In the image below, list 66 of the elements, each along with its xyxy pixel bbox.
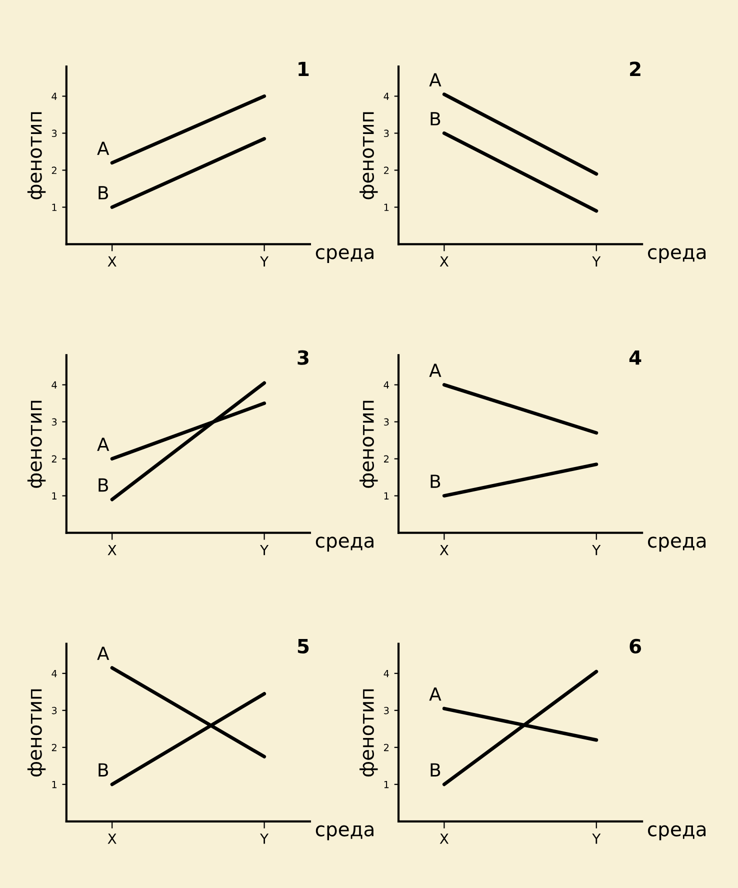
y-tick-label: 1 <box>52 204 56 211</box>
y-tick-label: 2 <box>384 455 389 462</box>
x-tick-label: X <box>108 256 116 267</box>
series-label: B <box>430 112 440 126</box>
y-tick-label: 4 <box>52 670 57 678</box>
x-tick-label: X <box>440 545 449 556</box>
y-tick-label: 2 <box>52 744 56 752</box>
chart-title: 1 <box>298 62 309 76</box>
y-tick-label: 3 <box>52 418 57 426</box>
x-tick-label: Y <box>260 256 269 267</box>
y-tick-label: 1 <box>52 492 56 500</box>
series-label: B <box>430 474 440 488</box>
y-tick-label: 4 <box>52 381 57 388</box>
y-tick-label: 2 <box>52 455 56 462</box>
y-axis-title: фенотип <box>27 112 46 200</box>
x-tick-label: X <box>440 256 449 267</box>
y-tick-label: 4 <box>384 670 389 678</box>
series-label: B <box>430 763 440 776</box>
x-tick-label: X <box>108 834 116 844</box>
chart-title: 3 <box>298 350 308 365</box>
x-axis-title: среда <box>648 825 706 840</box>
series-label: A <box>97 646 110 660</box>
series-label: B <box>98 186 108 200</box>
chart-title: 4 <box>629 350 642 365</box>
x-tick-label: Y <box>260 834 269 844</box>
y-axis-title: фенотип <box>27 689 46 776</box>
y-tick-label: 3 <box>384 130 389 138</box>
series-label: A <box>97 142 110 155</box>
y-axis-title: фенотип <box>360 112 378 200</box>
x-tick-label: Y <box>592 834 601 844</box>
y-tick-label: 2 <box>384 166 389 174</box>
x-axis-title: среда <box>316 825 374 840</box>
y-tick-label: 2 <box>52 166 56 174</box>
x-axis-title: среда <box>316 536 374 552</box>
chart-title: 2 <box>630 62 640 76</box>
y-axis-title: фенотип <box>27 400 46 488</box>
x-axis-title: среда <box>316 248 374 264</box>
series-label: A <box>97 438 110 451</box>
y-tick-label: 3 <box>384 418 389 426</box>
x-tick-label: Y <box>592 545 601 556</box>
x-tick-label: X <box>440 834 449 844</box>
y-tick-label: 2 <box>384 744 389 752</box>
x-tick-label: Y <box>592 256 601 267</box>
y-tick-label: 1 <box>384 781 389 788</box>
y-tick-label: 4 <box>52 92 57 100</box>
x-tick-label: Y <box>260 545 269 556</box>
y-axis-title: фенотип <box>360 689 378 776</box>
y-axis-title: фенотип <box>360 400 378 488</box>
chart-title: 5 <box>298 639 309 654</box>
y-tick-label: 3 <box>52 130 57 138</box>
y-tick-label: 1 <box>384 492 389 500</box>
x-axis-title: среда <box>648 248 706 264</box>
y-tick-label: 4 <box>384 92 389 100</box>
chart-title: 6 <box>630 638 642 654</box>
y-tick-label: 3 <box>52 706 57 714</box>
series-label: A <box>429 364 442 377</box>
series-label: A <box>429 73 442 86</box>
series-label: B <box>98 763 108 776</box>
y-tick-label: 3 <box>384 706 389 714</box>
y-tick-label: 1 <box>52 781 56 788</box>
series-label: B <box>98 478 108 492</box>
x-tick-label: X <box>108 545 116 556</box>
series-label: A <box>429 687 442 701</box>
x-axis-title: среда <box>648 536 706 552</box>
y-tick-label: 4 <box>384 381 389 388</box>
y-tick-label: 1 <box>384 204 389 211</box>
